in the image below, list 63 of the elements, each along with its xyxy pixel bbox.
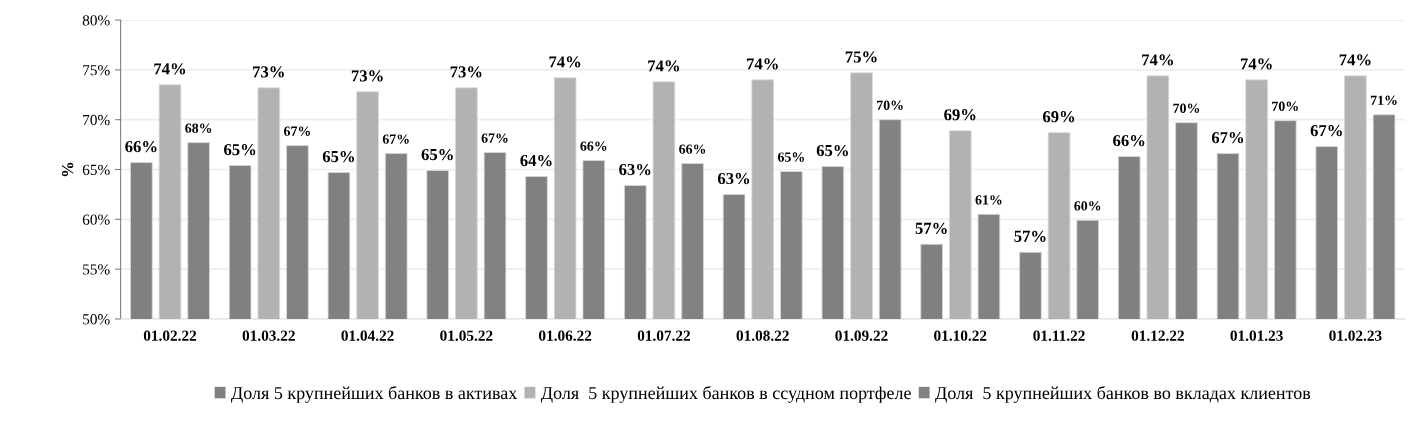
legend-label: Доля 5 крупнейших банков в ссудном портфеле: [540, 386, 911, 403]
data-label: 74%: [1339, 54, 1371, 66]
data-label: 73%: [253, 66, 284, 78]
data-label: 66%: [1113, 134, 1145, 147]
data-label: 67%: [1310, 125, 1342, 137]
x-tick-label: 01.08.22: [736, 330, 789, 341]
data-label: 69%: [1042, 111, 1075, 123]
data-label: 74%: [1240, 58, 1272, 70]
y-tick-label: 60%: [82, 214, 110, 225]
data-label: 67%: [481, 133, 508, 143]
data-label: 71%: [1370, 95, 1397, 105]
data-label: 63%: [619, 163, 651, 176]
data-label: 67%: [284, 126, 311, 136]
y-tick-label: 50%: [83, 314, 110, 325]
y-tick-label: 55%: [83, 264, 110, 275]
data-label: 65%: [777, 152, 804, 162]
data-label: 73%: [351, 70, 383, 82]
data-label: 74%: [747, 58, 778, 70]
data-label: 66%: [125, 140, 157, 153]
data-label: 63%: [717, 172, 750, 185]
x-tick-label: 01.12.22: [1131, 330, 1184, 341]
x-tick-label: 01.05.22: [440, 330, 493, 341]
data-label: 68%: [185, 123, 212, 133]
x-tick-label: 01.02.23: [1329, 330, 1382, 341]
x-tick-label: 01.06.22: [538, 330, 592, 341]
y-tick-label: 70%: [83, 114, 110, 126]
data-label: 57%: [1014, 230, 1046, 242]
x-tick-label: 01.03.22: [242, 330, 295, 341]
legend-label: Доля 5 крупнейших банков во вкладах клиентов: [935, 386, 1311, 403]
data-label: 57%: [915, 222, 947, 234]
y-tick-label: 80%: [82, 15, 110, 26]
x-tick-label: 01.11.22: [1033, 330, 1085, 341]
x-tick-label: 01.01.23: [1230, 330, 1283, 341]
data-label: 74%: [648, 60, 680, 72]
data-label: 67%: [382, 134, 409, 144]
data-label: 74%: [154, 63, 186, 75]
x-tick-label: 01.04.22: [341, 330, 394, 341]
data-label: 66%: [679, 144, 706, 154]
data-label: 60%: [1074, 201, 1101, 211]
data-label: 64%: [520, 154, 552, 167]
data-label: 74%: [1142, 54, 1173, 66]
data-label: 67%: [1211, 132, 1244, 144]
data-label: 74%: [549, 56, 581, 68]
y-tick-label: 75%: [83, 65, 110, 76]
data-label: 65%: [421, 148, 453, 161]
data-label: 65%: [322, 150, 355, 163]
legend-label: Доля 5 крупнейших банков в активах: [231, 386, 518, 403]
data-label: 69%: [944, 109, 976, 121]
data-label: 70%: [1272, 101, 1298, 111]
data-label: 70%: [1173, 103, 1200, 113]
y-tick-label: 65%: [82, 164, 110, 176]
data-label: 73%: [450, 66, 482, 78]
x-tick-label: 01.07.22: [637, 330, 691, 341]
data-label: 66%: [580, 141, 607, 151]
data-label: 65%: [816, 144, 848, 157]
data-label: 70%: [877, 100, 903, 110]
y-axis-title: %: [62, 162, 74, 177]
data-label: 75%: [845, 51, 877, 63]
x-tick-label: 01.02.22: [143, 330, 197, 341]
data-label: 61%: [975, 195, 1002, 205]
x-tick-label: 01.09.22: [835, 330, 888, 341]
data-label: 65%: [224, 143, 256, 156]
x-tick-label: 01.10.22: [934, 330, 987, 341]
